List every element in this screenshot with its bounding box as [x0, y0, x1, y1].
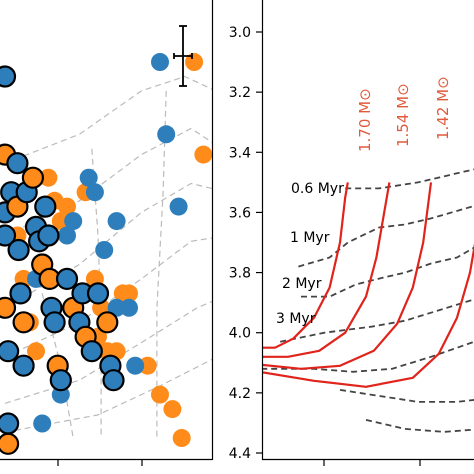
- blue-edged-point: [96, 311, 119, 334]
- error-bar: [173, 25, 193, 87]
- y-tick-label: 3.4: [229, 145, 251, 161]
- blue-edged-point: [37, 224, 60, 247]
- blue-edged-point: [6, 152, 29, 175]
- blue-edged-point: [102, 369, 125, 392]
- blue-point: [58, 226, 76, 245]
- blue-edged-point: [12, 354, 35, 377]
- blue-edged-point: [0, 296, 17, 319]
- model-grid-line: [4, 358, 213, 433]
- evolution-track: [262, 182, 391, 358]
- orange-point: [120, 284, 138, 303]
- isochrone-label-3-myr: 3 Myr: [276, 311, 316, 327]
- y-tick-label: 3.8: [229, 266, 251, 282]
- blue-edged-point: [43, 311, 66, 334]
- isochrone-line: [262, 340, 474, 373]
- isochrone-line: [301, 246, 474, 298]
- blue-point: [169, 197, 188, 216]
- blue-point: [85, 183, 104, 202]
- orange-point: [163, 400, 182, 419]
- track-label-1-70-msun: 1.70 M⊙: [356, 88, 374, 152]
- model-grid-line: [4, 75, 213, 164]
- evolution-track: [262, 182, 433, 370]
- isochrone-line: [298, 205, 474, 268]
- blue-edged-point: [7, 238, 30, 262]
- blue-edged-point: [0, 224, 17, 247]
- isochrone-label-2-myr: 2 Myr: [282, 276, 322, 292]
- blue-point: [107, 212, 126, 231]
- blue-point: [79, 168, 98, 187]
- blue-edged-point: [0, 432, 20, 455]
- blue-point: [95, 241, 114, 259]
- orange-point: [39, 168, 58, 187]
- blue-point: [157, 125, 176, 144]
- isochrone-label-0-6-myr: 0.6 Myr: [291, 181, 344, 197]
- evolution-track: [262, 242, 474, 388]
- orange-point: [194, 145, 213, 164]
- y-tick-label: 3.2: [229, 85, 251, 101]
- blue-edged-point: [80, 340, 103, 363]
- left-panel: [0, 0, 214, 466]
- y-tick-label: 4.2: [229, 386, 251, 402]
- isochrone-line: [280, 298, 474, 343]
- right-panel-labels: 0.6 Myr 1 Myr 2 Myr 3 Myr 1.70 M⊙ 1.54 M…: [276, 76, 452, 327]
- blue-edged-point: [12, 311, 35, 334]
- y-tick-label: 4.4: [229, 446, 251, 462]
- blue-edged-point: [0, 340, 20, 363]
- blue-edged-point: [55, 267, 79, 290]
- orange-point: [172, 429, 191, 447]
- blue-edged-point: [86, 282, 110, 305]
- blue-point: [120, 298, 138, 317]
- orange-point: [58, 197, 76, 216]
- y-tick-label: 3.0: [229, 25, 251, 41]
- blue-edged-point: [0, 412, 20, 435]
- blue-point: [126, 356, 145, 375]
- orange-point: [151, 385, 169, 404]
- evolution-track: [262, 182, 349, 349]
- right-panel-y-axis: 3.0 3.2 3.4 3.6 3.8 4.0 4.2 4.4: [229, 25, 262, 462]
- isochrone-line: [345, 168, 474, 190]
- blue-point: [33, 414, 52, 433]
- track-label-1-42-msun: 1.42 M⊙: [434, 76, 452, 140]
- track-label-1-54-msun: 1.54 M⊙: [394, 83, 412, 147]
- isochrone-label-1-myr: 1 Myr: [290, 230, 330, 246]
- blue-edged-point: [9, 282, 32, 305]
- y-tick-label: 3.6: [229, 205, 251, 221]
- right-panel: 3.0 3.2 3.4 3.6 3.8 4.0 4.2 4.4 0.6 Myr 1 Myr 2…: [229, 0, 474, 466]
- blue-point: [151, 53, 169, 71]
- y-tick-label: 4.0: [229, 326, 251, 342]
- blue-edged-point: [49, 369, 72, 392]
- right-panel-evolution-tracks: [262, 182, 474, 388]
- blue-edged-point: [0, 65, 17, 88]
- orange-point: [138, 356, 157, 375]
- right-panel-isochrones: [262, 168, 474, 433]
- left-panel-data-points: [0, 53, 213, 455]
- blue-edged-point: [34, 195, 57, 218]
- model-grid-line: [4, 237, 213, 358]
- orange-point: [27, 342, 45, 361]
- orange-point: [185, 53, 204, 71]
- blue-point: [64, 212, 83, 231]
- blue-edged-point: [21, 166, 45, 189]
- isochrone-line: [365, 419, 474, 433]
- orange-point: [51, 212, 70, 231]
